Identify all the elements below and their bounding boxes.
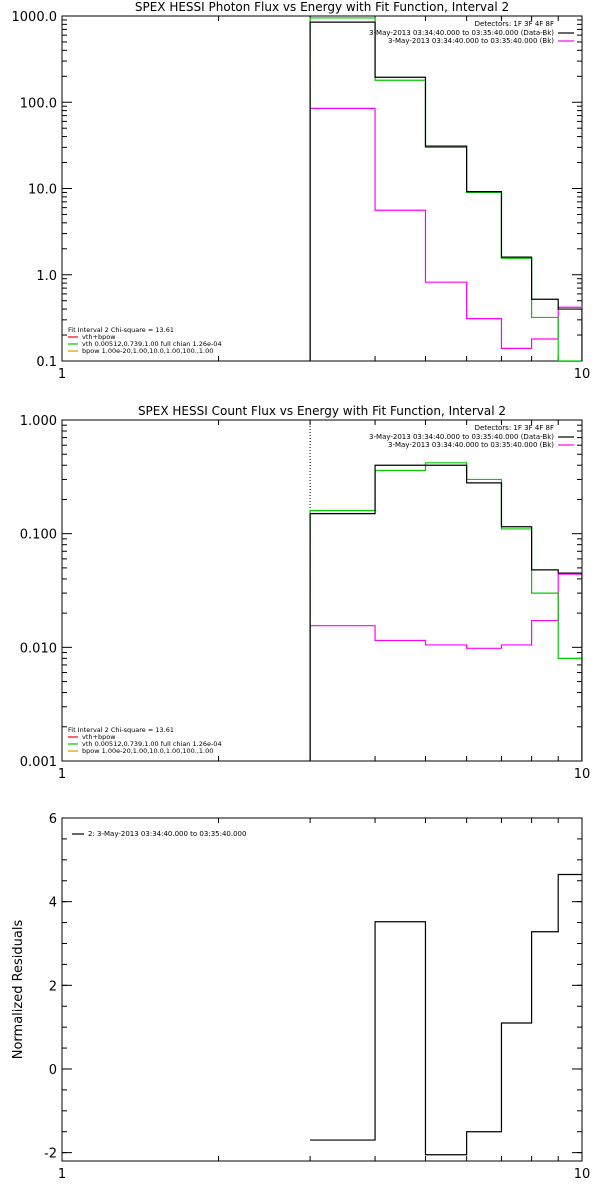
fit-legend-header: Fit Interval 2 Chi-square = 13.61 xyxy=(68,726,174,734)
y-tick-label: 1.0 xyxy=(36,269,57,284)
fit-legend-entry-text: vth+bpow xyxy=(82,333,116,341)
y-tick-label: 0.100 xyxy=(20,528,57,543)
legend-header: Detectors: 1F 3F 4F 8F xyxy=(475,424,554,432)
x-tick-label: 10 xyxy=(574,367,591,382)
series-group xyxy=(309,462,582,761)
legend-entry-text: 3-May-2013 03:34:40.000 to 03:35:40.000 … xyxy=(388,37,554,45)
y-tick-label: 1000.0 xyxy=(12,10,58,25)
y-tick-label: 4 xyxy=(49,896,57,911)
x-tick-label: 10 xyxy=(574,1167,591,1182)
panel-2: SPEX HESSI Count Flux vs Energy with Fit… xyxy=(20,404,590,782)
panel-3: 6 4 2 0 -21 10 Normalized Residuals 2: 3-May-20… xyxy=(11,812,590,1182)
y-tick-label: 10.0 xyxy=(28,183,57,198)
fit-legend-header: Fit Interval 2 Chi-square = 13.61 xyxy=(68,326,174,334)
y-axis-label: Normalized Residuals xyxy=(11,920,26,1060)
y-tick-label: 2 xyxy=(49,979,57,994)
y-tick-label: 0.010 xyxy=(20,641,57,656)
fit-legend-entry-text: bpow 1.00e-20,1.00,10.0,1.00,100.,1.00 xyxy=(82,347,213,355)
series-data-line xyxy=(309,21,582,361)
series-fit-line xyxy=(309,17,582,361)
residual-legend-text: 2: 3-May-2013 03:34:40.000 to 03:35:40.0… xyxy=(88,830,246,838)
legend-entry-text: 3-May-2013 03:34:40.000 to 03:35:40.000 … xyxy=(369,29,554,37)
fit-legend-entry-text: bpow 1.00e-20,1.00,10.0,1.00,100.,1.00 xyxy=(82,747,213,755)
y-tick-label: 0.1 xyxy=(36,355,57,370)
fit-legend-entry-text: vth 0.00512,0.739,1.00 full chian 1.26e-… xyxy=(82,740,222,748)
y-tick-label: 0.001 xyxy=(20,755,57,770)
y-tick-label: -2 xyxy=(44,1147,57,1162)
y-tick-label: 0 xyxy=(49,1063,57,1078)
series-data-line xyxy=(310,873,582,1156)
x-tick-label: 1 xyxy=(58,367,66,382)
chart-title: SPEX HESSI Photon Flux vs Energy with Fi… xyxy=(135,0,509,14)
axis-frame xyxy=(61,15,583,362)
axis-frame xyxy=(61,817,583,1162)
legend-header: Detectors: 1F 3F 4F 8F xyxy=(475,20,554,28)
x-tick-label: 1 xyxy=(58,767,66,782)
chart-title: SPEX HESSI Count Flux vs Energy with Fit… xyxy=(138,404,506,418)
series-group xyxy=(310,873,582,1156)
y-tick-label: 6 xyxy=(49,812,57,827)
panel-1: SPEX HESSI Photon Flux vs Energy with Fi… xyxy=(12,0,591,382)
legend-entry-text: 3-May-2013 03:34:40.000 to 03:35:40.000 … xyxy=(388,441,554,449)
series-bk-line xyxy=(309,573,582,761)
fit-legend-entry-text: vth+bpow xyxy=(82,733,116,741)
fit-legend-entry-text: vth 0.00512,0.739,1.00 full chian 1.26e-… xyxy=(82,340,222,348)
x-tick-label: 1 xyxy=(58,1167,66,1182)
series-group xyxy=(309,17,582,361)
axis-frame xyxy=(61,419,583,762)
series-fit-line xyxy=(309,462,582,761)
legend-entry-text: 3-May-2013 03:34:40.000 to 03:35:40.000 … xyxy=(369,433,554,441)
y-tick-label: 1.000 xyxy=(20,414,57,429)
series-data-line xyxy=(309,464,582,761)
x-tick-label: 10 xyxy=(574,767,591,782)
y-tick-label: 100.0 xyxy=(20,96,57,111)
